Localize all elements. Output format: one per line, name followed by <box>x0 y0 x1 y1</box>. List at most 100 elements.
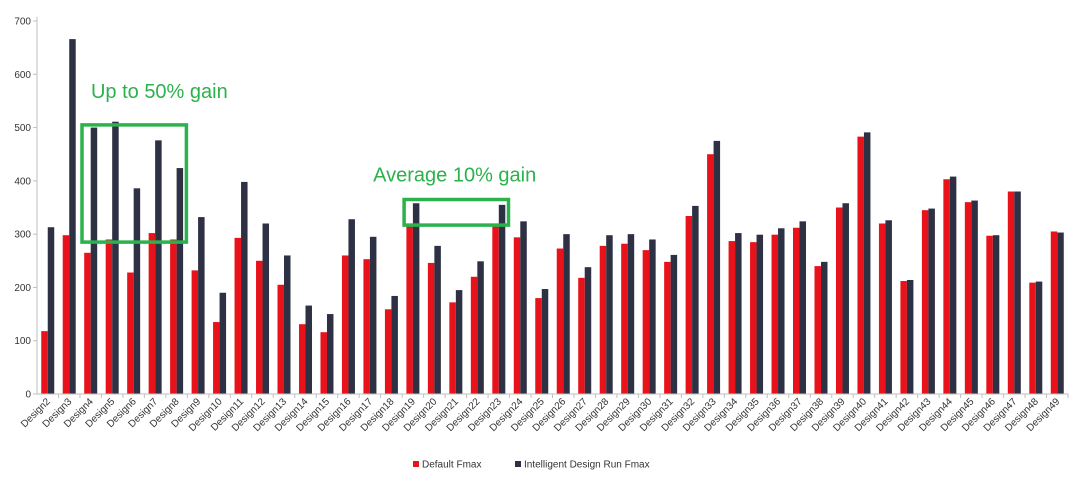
default-fmax-bar-design10 <box>213 322 220 394</box>
intelligent-fmax-bar-design41 <box>885 220 892 394</box>
intelligent-fmax-bar-design46 <box>992 235 1000 394</box>
intelligent-fmax-bar-design36 <box>778 228 785 394</box>
annotation-text-1: Average 10% gain <box>373 165 536 187</box>
default-fmax-bar-design12 <box>256 260 263 394</box>
intelligent-fmax-bar-design2 <box>47 227 55 394</box>
default-fmax-bar-design9 <box>191 270 199 394</box>
y-tick-label: 700 <box>14 17 31 28</box>
default-fmax-bar-design22 <box>470 276 478 394</box>
default-fmax-bar-design43 <box>921 210 929 394</box>
default-fmax-bar-design44 <box>943 179 950 394</box>
intelligent-fmax-bar-design26 <box>563 234 570 394</box>
legend: Default Fmax Intelligent Design Run Fmax <box>413 460 650 471</box>
default-fmax-bar-design38 <box>814 266 821 394</box>
default-fmax-bar-design2 <box>41 331 48 394</box>
default-fmax-bar-design24 <box>513 237 521 394</box>
default-fmax-bar-design26 <box>556 248 564 394</box>
intelligent-fmax-bar-design47 <box>1014 191 1021 394</box>
intelligent-fmax-bar-design8 <box>176 168 184 394</box>
intelligent-fmax-bar-design7 <box>155 140 162 394</box>
default-fmax-bar-design14 <box>298 324 306 394</box>
default-fmax-bar-design28 <box>599 245 607 394</box>
intelligent-fmax-bar-design30 <box>649 239 656 394</box>
intelligent-fmax-bar-design48 <box>1035 281 1043 394</box>
default-fmax-bar-design49 <box>1050 231 1058 394</box>
default-fmax-bar-design6 <box>127 272 134 394</box>
default-fmax-bar-design34 <box>728 241 736 394</box>
y-tick-label: 600 <box>14 70 31 81</box>
intelligent-fmax-bar-design22 <box>477 261 484 394</box>
intelligent-fmax-bar-design43 <box>928 208 935 394</box>
intelligent-fmax-bar-design18 <box>391 295 398 394</box>
default-fmax-bar-design7 <box>148 233 156 394</box>
default-fmax-bar-design29 <box>621 243 628 394</box>
default-fmax-bar-design21 <box>449 302 456 394</box>
annotation-text-0: Up to 50% gain <box>91 81 228 103</box>
intelligent-fmax-bar-design45 <box>971 200 978 394</box>
default-fmax-bar-design45 <box>964 202 972 394</box>
intelligent-fmax-bar-design24 <box>520 221 527 394</box>
intelligent-fmax-bar-design33 <box>713 140 721 394</box>
intelligent-fmax-bar-design40 <box>863 132 871 394</box>
intelligent-fmax-bar-design20 <box>434 245 441 394</box>
default-fmax-bar-design4 <box>84 252 91 394</box>
intelligent-fmax-bar-design37 <box>799 221 807 394</box>
default-fmax-bar-design36 <box>771 234 779 394</box>
default-fmax-bar-design39 <box>835 207 843 394</box>
legend-label-0: Default Fmax <box>422 460 481 471</box>
intelligent-fmax-bar-design9 <box>198 217 205 394</box>
y-tick-label: 400 <box>14 176 31 187</box>
intelligent-fmax-bar-design17 <box>369 236 377 394</box>
default-fmax-bar-design11 <box>234 237 242 394</box>
annotation-box-1 <box>402 197 511 227</box>
intelligent-fmax-bar-design12 <box>262 223 270 394</box>
intelligent-fmax-bar-design29 <box>627 234 635 394</box>
intelligent-fmax-bar-design6 <box>133 188 141 394</box>
intelligent-fmax-bar-design25 <box>541 289 549 394</box>
default-fmax-bar-design41 <box>878 223 886 394</box>
intelligent-fmax-bar-design39 <box>842 203 849 394</box>
legend-label-1: Intelligent Design Run Fmax <box>524 460 650 471</box>
default-fmax-bar-design32 <box>685 216 693 394</box>
default-fmax-bar-design19 <box>406 223 413 394</box>
legend-swatch-1 <box>515 461 521 467</box>
x-axis: Design2Design3Design4Design5Design6Desig… <box>19 393 1069 434</box>
default-fmax-bar-design33 <box>707 154 714 394</box>
intelligent-fmax-bar-design44 <box>949 176 957 394</box>
intelligent-fmax-bar-design42 <box>906 279 914 394</box>
default-fmax-bar-design47 <box>1007 191 1015 394</box>
default-fmax-bar-design42 <box>900 281 907 394</box>
intelligent-fmax-bar-design23 <box>498 204 506 394</box>
intelligent-fmax-bar-design13 <box>284 255 291 394</box>
intelligent-fmax-bar-design15 <box>326 314 334 394</box>
intelligent-fmax-bar-design27 <box>584 267 592 394</box>
intelligent-fmax-bar-design16 <box>348 219 355 394</box>
bars <box>41 39 1064 395</box>
intelligent-fmax-bar-design19 <box>412 203 420 394</box>
default-fmax-bar-design27 <box>578 277 585 394</box>
default-fmax-bar-design3 <box>62 235 70 394</box>
default-fmax-bar-design40 <box>857 136 864 394</box>
default-fmax-bar-design17 <box>363 259 370 394</box>
default-fmax-bar-design37 <box>793 227 800 394</box>
intelligent-fmax-bar-design10 <box>219 292 227 394</box>
intelligent-fmax-bar-design21 <box>455 290 463 394</box>
default-fmax-bar-design8 <box>170 239 177 394</box>
intelligent-fmax-bar-design4 <box>90 127 98 394</box>
default-fmax-bar-design46 <box>986 235 993 394</box>
intelligent-fmax-bar-design38 <box>820 261 828 394</box>
y-axis: 0 100 200 300 400 500 600 700 <box>14 17 38 401</box>
intelligent-fmax-bar-design35 <box>756 234 764 394</box>
default-fmax-bar-design31 <box>664 261 671 394</box>
default-fmax-bar-design35 <box>750 242 757 394</box>
intelligent-fmax-bar-design31 <box>670 254 678 394</box>
default-fmax-bar-design16 <box>341 255 349 394</box>
annotation-box-0 <box>80 123 189 244</box>
default-fmax-bar-design15 <box>320 332 327 394</box>
y-tick-label: 500 <box>14 123 31 134</box>
default-fmax-bar-design20 <box>427 262 435 394</box>
intelligent-fmax-bar-design49 <box>1057 232 1064 394</box>
default-fmax-bar-design5 <box>105 239 113 394</box>
intelligent-fmax-bar-design34 <box>735 233 742 394</box>
